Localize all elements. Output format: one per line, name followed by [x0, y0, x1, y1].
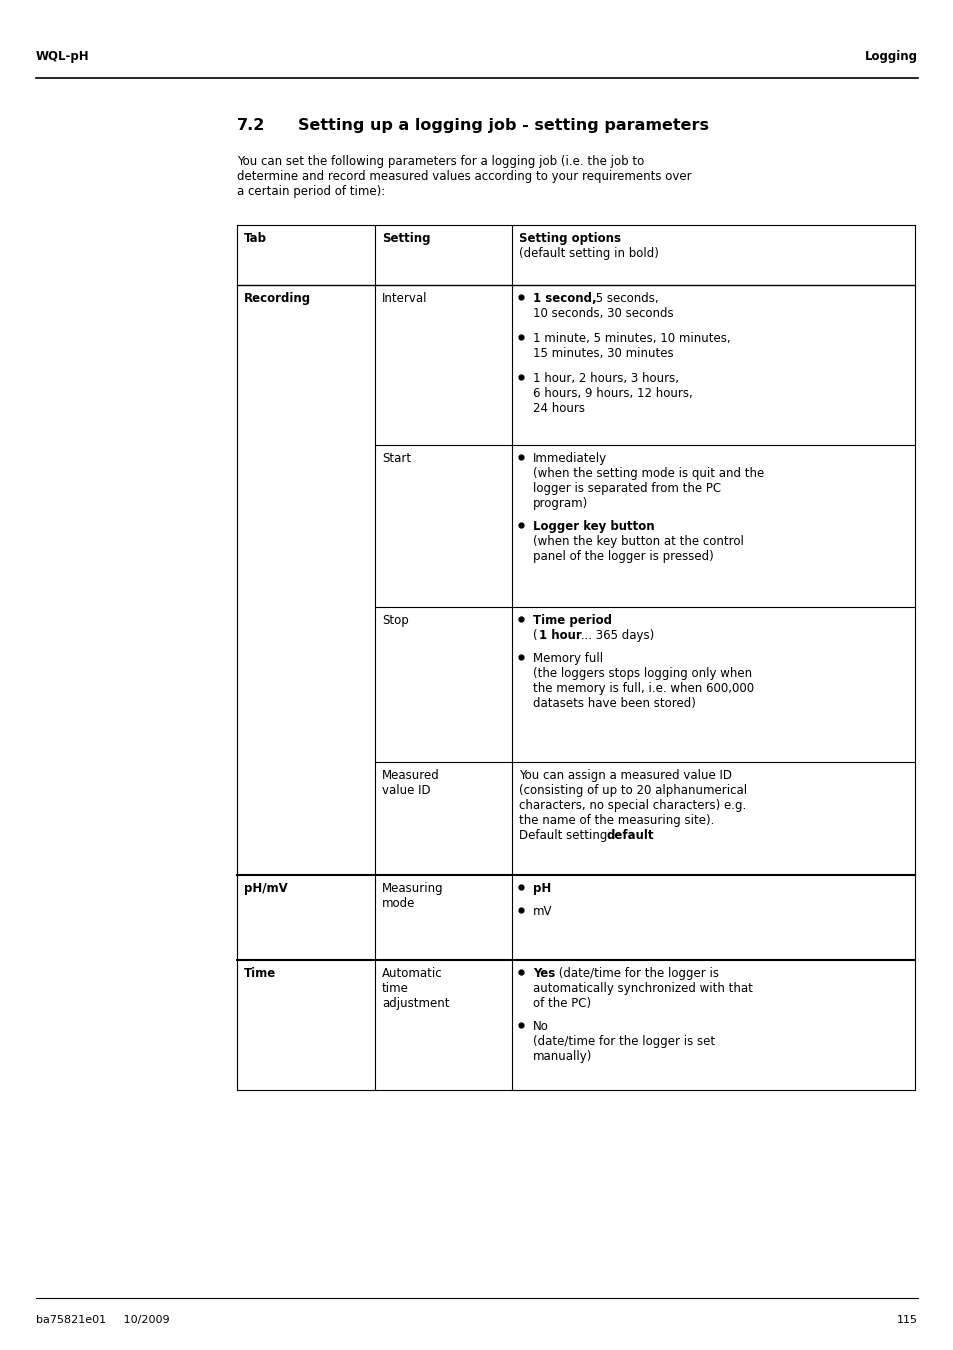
Text: pH/mV: pH/mV: [244, 882, 288, 895]
Text: program): program): [533, 497, 588, 510]
Text: (when the setting mode is quit and the: (when the setting mode is quit and the: [533, 467, 763, 481]
Text: manually): manually): [533, 1050, 592, 1062]
Text: pH: pH: [533, 882, 551, 895]
Text: Start: Start: [381, 452, 411, 464]
Text: Logger key button: Logger key button: [533, 520, 654, 533]
Text: (default setting in bold): (default setting in bold): [518, 247, 659, 261]
Text: No: No: [533, 1021, 548, 1033]
Text: Stop: Stop: [381, 614, 408, 626]
Text: 1 second,: 1 second,: [533, 292, 596, 305]
Text: default: default: [606, 829, 654, 842]
Text: adjustment: adjustment: [381, 998, 449, 1010]
Text: WQL-pH: WQL-pH: [36, 50, 90, 63]
Text: (when the key button at the control: (when the key button at the control: [533, 535, 743, 548]
Text: Time: Time: [244, 967, 276, 980]
Text: determine and record measured values according to your requirements over: determine and record measured values acc…: [236, 170, 691, 184]
Text: the memory is full, i.e. when 600,000: the memory is full, i.e. when 600,000: [533, 682, 753, 695]
Text: 7.2: 7.2: [236, 117, 265, 134]
Text: logger is separated from the PC: logger is separated from the PC: [533, 482, 720, 495]
Text: You can set the following parameters for a logging job (i.e. the job to: You can set the following parameters for…: [236, 155, 643, 167]
Text: mode: mode: [381, 896, 415, 910]
Text: Memory full: Memory full: [533, 652, 602, 666]
Text: (consisting of up to 20 alphanumerical: (consisting of up to 20 alphanumerical: [518, 784, 746, 796]
Text: Default setting:: Default setting:: [518, 829, 615, 842]
Text: Yes: Yes: [533, 967, 555, 980]
Text: 15 minutes, 30 minutes: 15 minutes, 30 minutes: [533, 347, 673, 360]
Text: time: time: [381, 981, 409, 995]
Text: Setting options: Setting options: [518, 232, 620, 244]
Text: (date/time for the logger is: (date/time for the logger is: [555, 967, 719, 980]
Text: a certain period of time):: a certain period of time):: [236, 185, 385, 198]
Text: ba75821e01     10/2009: ba75821e01 10/2009: [36, 1315, 170, 1324]
Text: 1 minute, 5 minutes, 10 minutes,: 1 minute, 5 minutes, 10 minutes,: [533, 332, 730, 346]
Text: (date/time for the logger is set: (date/time for the logger is set: [533, 1035, 715, 1048]
Text: value ID: value ID: [381, 784, 430, 796]
Text: 10 seconds, 30 seconds: 10 seconds, 30 seconds: [533, 306, 673, 320]
Text: Automatic: Automatic: [381, 967, 442, 980]
Text: (: (: [533, 629, 537, 643]
Text: Time period: Time period: [533, 614, 612, 626]
Text: Recording: Recording: [244, 292, 311, 305]
Text: Measuring: Measuring: [381, 882, 443, 895]
Text: Interval: Interval: [381, 292, 427, 305]
Text: Logging: Logging: [864, 50, 917, 63]
Text: 115: 115: [896, 1315, 917, 1324]
Text: panel of the logger is pressed): panel of the logger is pressed): [533, 549, 713, 563]
Text: mV: mV: [533, 904, 552, 918]
Text: ... 365 days): ... 365 days): [577, 629, 654, 643]
Text: You can assign a measured value ID: You can assign a measured value ID: [518, 769, 731, 782]
Text: characters, no special characters) e.g.: characters, no special characters) e.g.: [518, 799, 745, 811]
Text: 6 hours, 9 hours, 12 hours,: 6 hours, 9 hours, 12 hours,: [533, 387, 692, 400]
Text: (the loggers stops logging only when: (the loggers stops logging only when: [533, 667, 751, 680]
Text: automatically synchronized with that: automatically synchronized with that: [533, 981, 752, 995]
Text: 24 hours: 24 hours: [533, 402, 584, 414]
Text: 1 hour, 2 hours, 3 hours,: 1 hour, 2 hours, 3 hours,: [533, 373, 679, 385]
Text: 5 seconds,: 5 seconds,: [592, 292, 658, 305]
Text: 1 hour: 1 hour: [538, 629, 581, 643]
Text: of the PC): of the PC): [533, 998, 591, 1010]
Text: Immediately: Immediately: [533, 452, 606, 464]
Text: the name of the measuring site).: the name of the measuring site).: [518, 814, 714, 828]
Text: Setting: Setting: [381, 232, 430, 244]
Text: datasets have been stored): datasets have been stored): [533, 697, 695, 710]
Text: Setting up a logging job - setting parameters: Setting up a logging job - setting param…: [297, 117, 708, 134]
Text: Measured: Measured: [381, 769, 439, 782]
Text: Tab: Tab: [244, 232, 267, 244]
